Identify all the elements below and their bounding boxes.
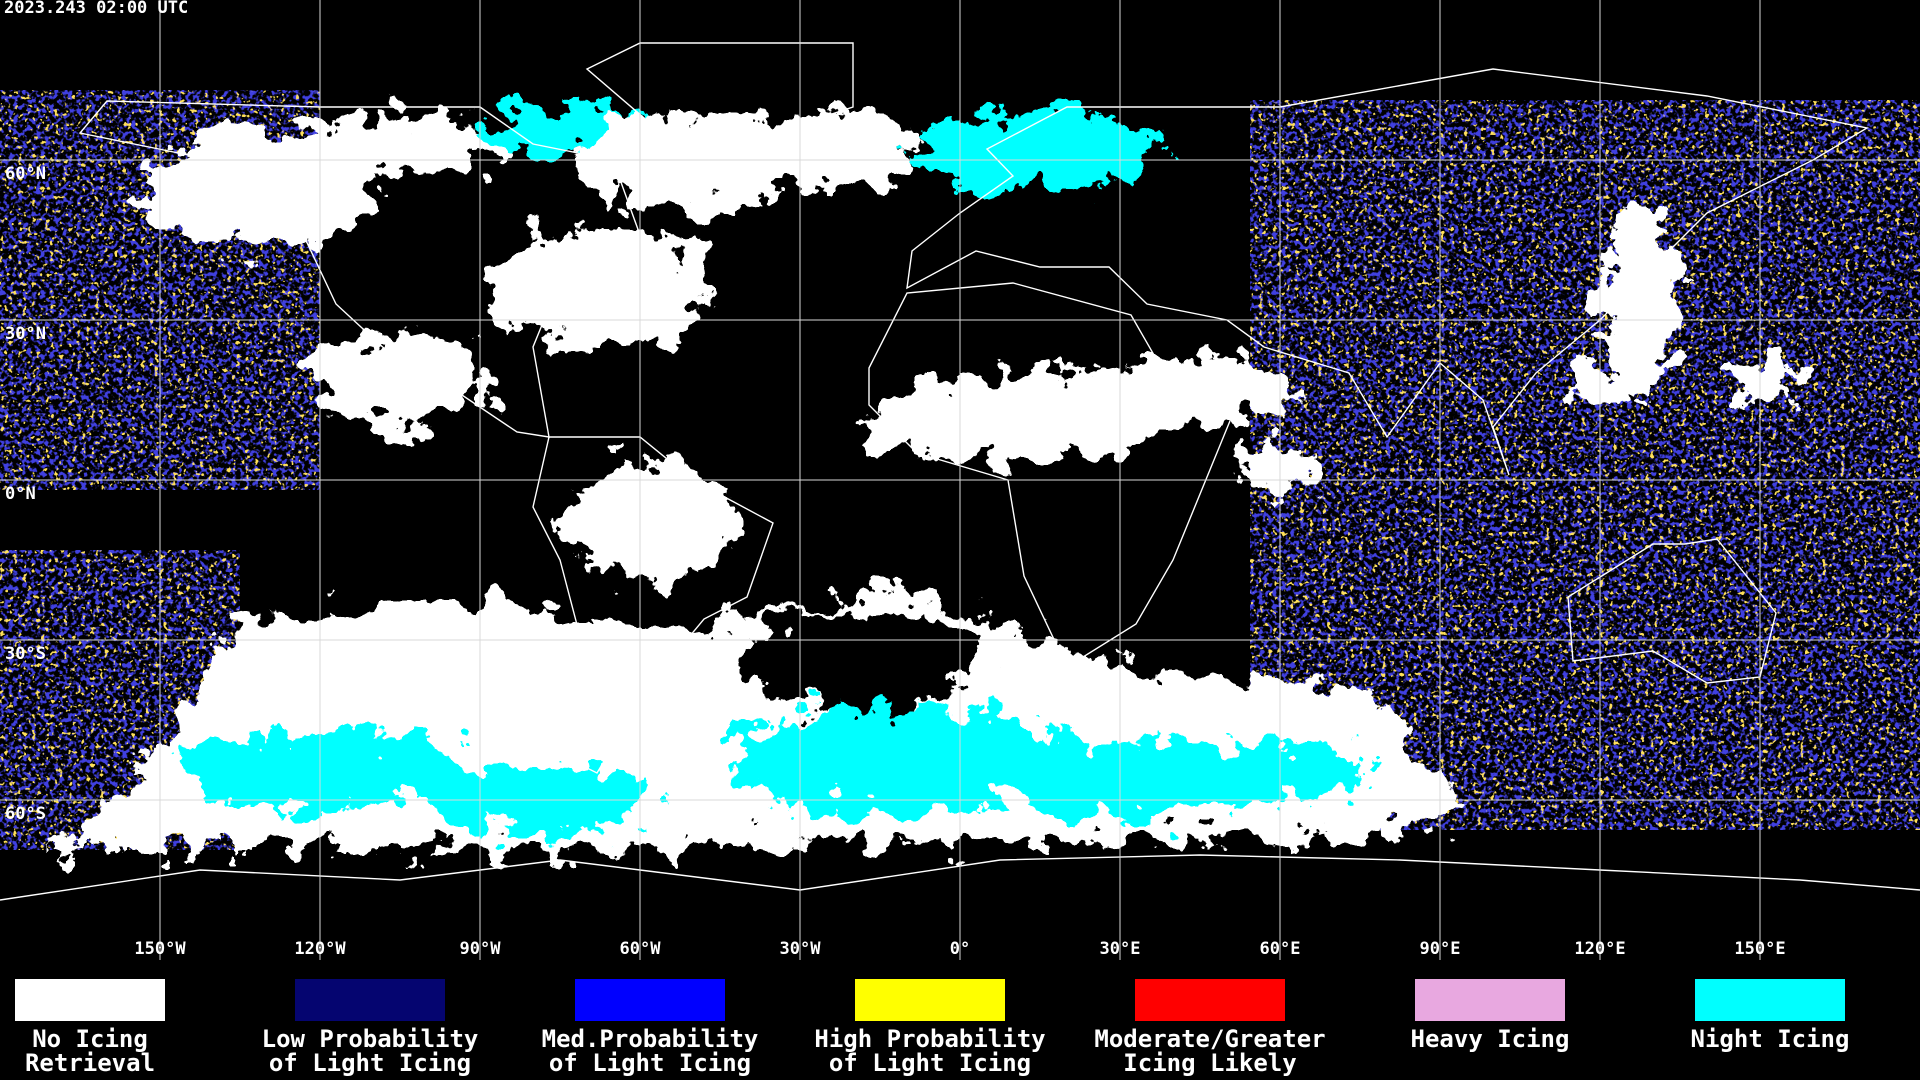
longitude-label: 60°W: [620, 939, 662, 959]
legend-label: Retrieval: [25, 1049, 155, 1077]
latitude-label: 30°S: [5, 644, 46, 664]
longitude-label: 60°E: [1260, 939, 1301, 959]
legend-swatch: [15, 979, 165, 1021]
legend-swatch: [575, 979, 725, 1021]
longitude-label: 150°E: [1734, 939, 1785, 959]
legend-label: of Light Icing: [269, 1049, 471, 1077]
legend-label: Night Icing: [1691, 1025, 1850, 1053]
longitude-label: 120°W: [294, 939, 346, 959]
legend-swatch: [1135, 979, 1285, 1021]
legend-label: Low Probability: [262, 1025, 479, 1053]
longitude-label: 0°: [950, 939, 970, 959]
legend-label: Moderate/Greater: [1094, 1025, 1325, 1053]
longitude-label: 90°E: [1420, 939, 1461, 959]
legend-label: of Light Icing: [829, 1049, 1031, 1077]
latitude-label: 0°N: [5, 484, 36, 504]
timestamp: 2023.243 02:00 UTC: [4, 0, 188, 18]
legend-swatch: [855, 979, 1005, 1021]
longitude-label: 150°W: [134, 939, 186, 959]
legend-label: Med.Probability: [542, 1025, 759, 1053]
legend-label: Heavy Icing: [1411, 1025, 1570, 1053]
latitude-label: 60°N: [5, 164, 46, 184]
graticule-labels: 150°W 120°W 90°W 60°W 30°W 0° 30°E 60°E 90°E 120°…: [5, 164, 1786, 959]
latitude-label: 60°S: [5, 804, 46, 824]
legend-label: High Probability: [814, 1025, 1045, 1053]
legend-swatch: [1695, 979, 1845, 1021]
longitude-label: 120°E: [1574, 939, 1625, 959]
map: [0, 0, 1920, 960]
legend-label: No Icing: [32, 1025, 148, 1053]
longitude-label: 30°E: [1100, 939, 1141, 959]
legend-swatch: [295, 979, 445, 1021]
coastlines: [0, 42, 1920, 901]
longitude-label: 30°W: [780, 939, 822, 959]
legend-label: of Light Icing: [549, 1049, 751, 1077]
longitude-label: 90°W: [460, 939, 502, 959]
graticule: [0, 0, 1920, 960]
legend-label: Icing Likely: [1123, 1049, 1296, 1077]
legend-swatch: [1415, 979, 1565, 1021]
latitude-label: 30°N: [5, 324, 46, 344]
